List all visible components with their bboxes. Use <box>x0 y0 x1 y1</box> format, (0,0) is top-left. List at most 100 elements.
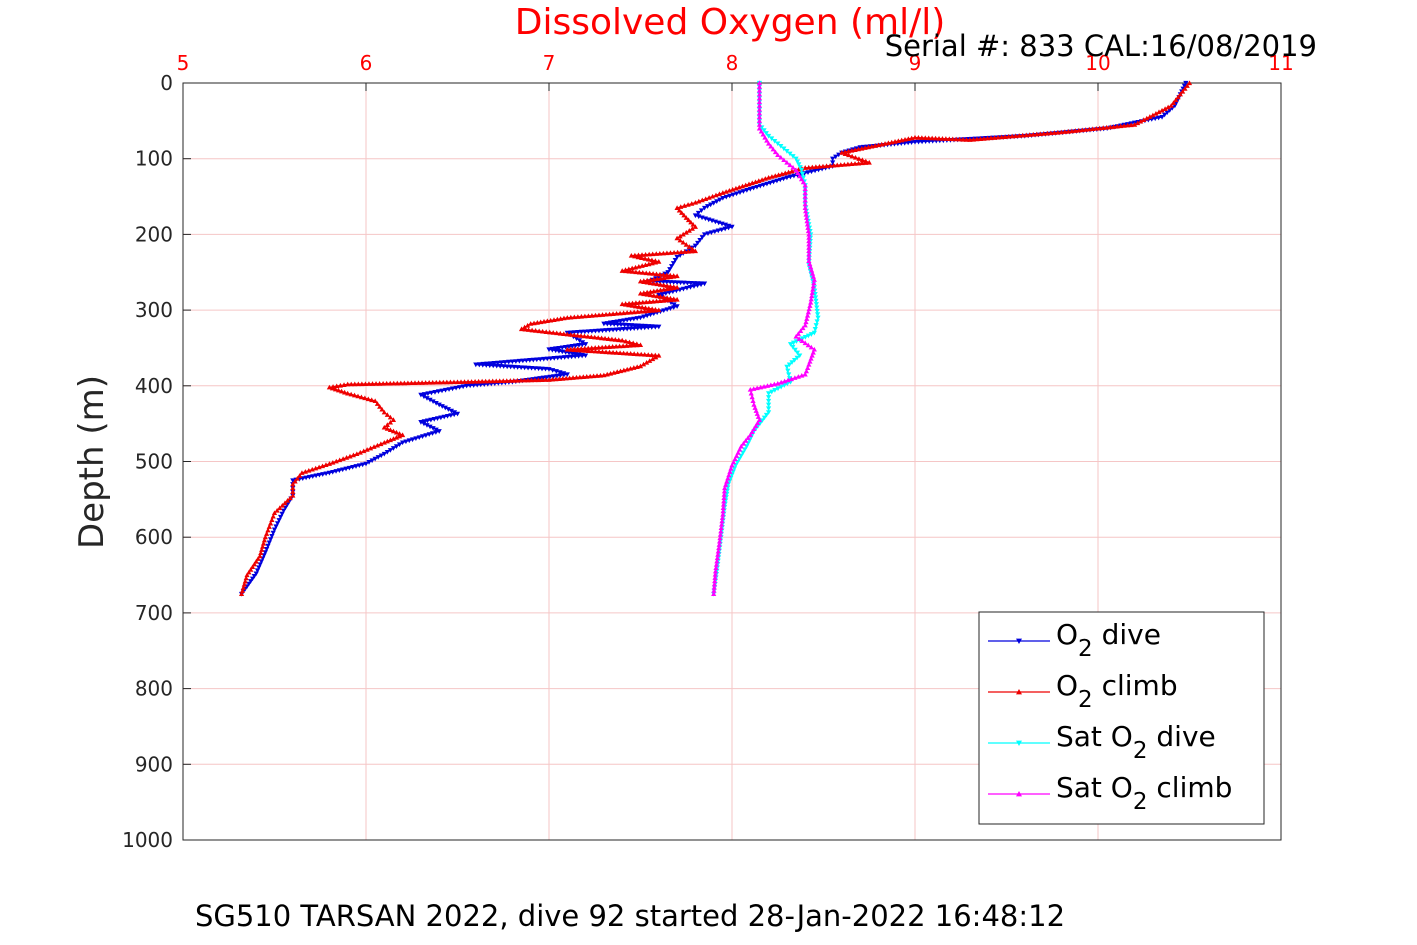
data-point <box>717 535 723 541</box>
data-point <box>649 260 655 266</box>
data-point <box>1107 124 1113 130</box>
data-point <box>421 394 427 400</box>
data-point <box>608 322 614 327</box>
data-point <box>644 279 650 285</box>
data-point <box>875 142 881 148</box>
data-point <box>806 231 812 237</box>
data-point <box>764 383 771 388</box>
data-point <box>557 330 563 336</box>
data-point <box>1051 130 1057 135</box>
data-point <box>642 256 648 261</box>
data-point <box>258 550 264 556</box>
data-point <box>623 338 629 344</box>
data-point <box>960 136 966 142</box>
data-point <box>534 357 540 363</box>
data-point <box>260 540 267 546</box>
data-point <box>674 284 680 290</box>
data-point <box>632 264 639 270</box>
data-point <box>730 459 737 465</box>
data-point <box>269 534 275 539</box>
data-point <box>461 379 468 384</box>
data-point <box>604 321 610 327</box>
data-point <box>355 393 361 399</box>
data-point <box>953 136 959 142</box>
data-point <box>571 332 577 338</box>
y-tick-label: 300 <box>135 298 173 322</box>
data-point <box>609 336 615 342</box>
y-tick-label: 1000 <box>122 828 173 852</box>
data-point <box>689 201 695 206</box>
data-point <box>568 314 574 320</box>
data-point <box>362 395 368 401</box>
data-point <box>377 404 383 409</box>
data-point <box>256 565 262 571</box>
data-point <box>778 154 784 160</box>
data-point <box>642 251 649 257</box>
data-point <box>797 165 803 170</box>
data-point <box>277 505 283 511</box>
data-point <box>372 398 378 404</box>
data-point <box>649 308 655 313</box>
data-point <box>660 298 666 303</box>
data-point <box>749 394 755 400</box>
data-point <box>1030 131 1036 137</box>
data-point <box>366 460 372 465</box>
data-point <box>621 310 627 316</box>
data-point <box>478 382 484 388</box>
data-point <box>781 146 787 152</box>
data-point <box>326 384 332 390</box>
data-point <box>1055 129 1061 135</box>
data-point <box>265 543 271 549</box>
data-point <box>437 379 443 385</box>
data-point <box>1132 122 1138 127</box>
data-point <box>950 136 956 142</box>
data-point <box>665 270 671 275</box>
data-point <box>246 569 252 575</box>
legend-swatch-marker <box>1016 740 1022 746</box>
data-point <box>1170 100 1177 105</box>
data-point <box>720 190 726 195</box>
data-point <box>674 296 680 302</box>
data-point <box>647 292 654 298</box>
data-point <box>654 281 660 287</box>
data-point <box>699 235 705 240</box>
data-point <box>796 162 802 167</box>
data-point <box>640 270 646 275</box>
data-point <box>603 328 609 333</box>
data-point <box>869 143 875 149</box>
data-point <box>638 351 644 357</box>
data-point <box>711 588 717 593</box>
data-point <box>763 412 770 418</box>
data-point <box>679 210 685 215</box>
data-point <box>699 197 705 203</box>
data-point <box>769 389 775 395</box>
data-point <box>619 337 625 343</box>
data-point <box>390 436 397 441</box>
data-point <box>787 376 793 381</box>
data-point <box>610 311 616 316</box>
data-point <box>508 364 514 370</box>
data-point <box>1076 127 1082 133</box>
data-point <box>1083 127 1089 132</box>
data-point <box>813 302 819 307</box>
data-point <box>681 212 687 218</box>
data-point <box>620 343 626 349</box>
data-point <box>711 591 717 597</box>
data-point <box>756 417 763 422</box>
data-point <box>249 576 256 582</box>
data-point <box>667 267 673 272</box>
data-point <box>929 135 935 141</box>
data-point <box>790 344 796 350</box>
data-point <box>290 485 296 491</box>
data-point <box>387 448 393 453</box>
data-point <box>646 261 652 267</box>
data-point <box>802 165 808 170</box>
data-point <box>722 485 728 491</box>
data-point <box>784 159 790 165</box>
data-point <box>733 463 739 468</box>
data-point <box>807 303 813 308</box>
data-point <box>751 386 757 391</box>
data-point <box>651 280 657 286</box>
data-point <box>447 379 454 385</box>
data-point <box>787 162 793 168</box>
